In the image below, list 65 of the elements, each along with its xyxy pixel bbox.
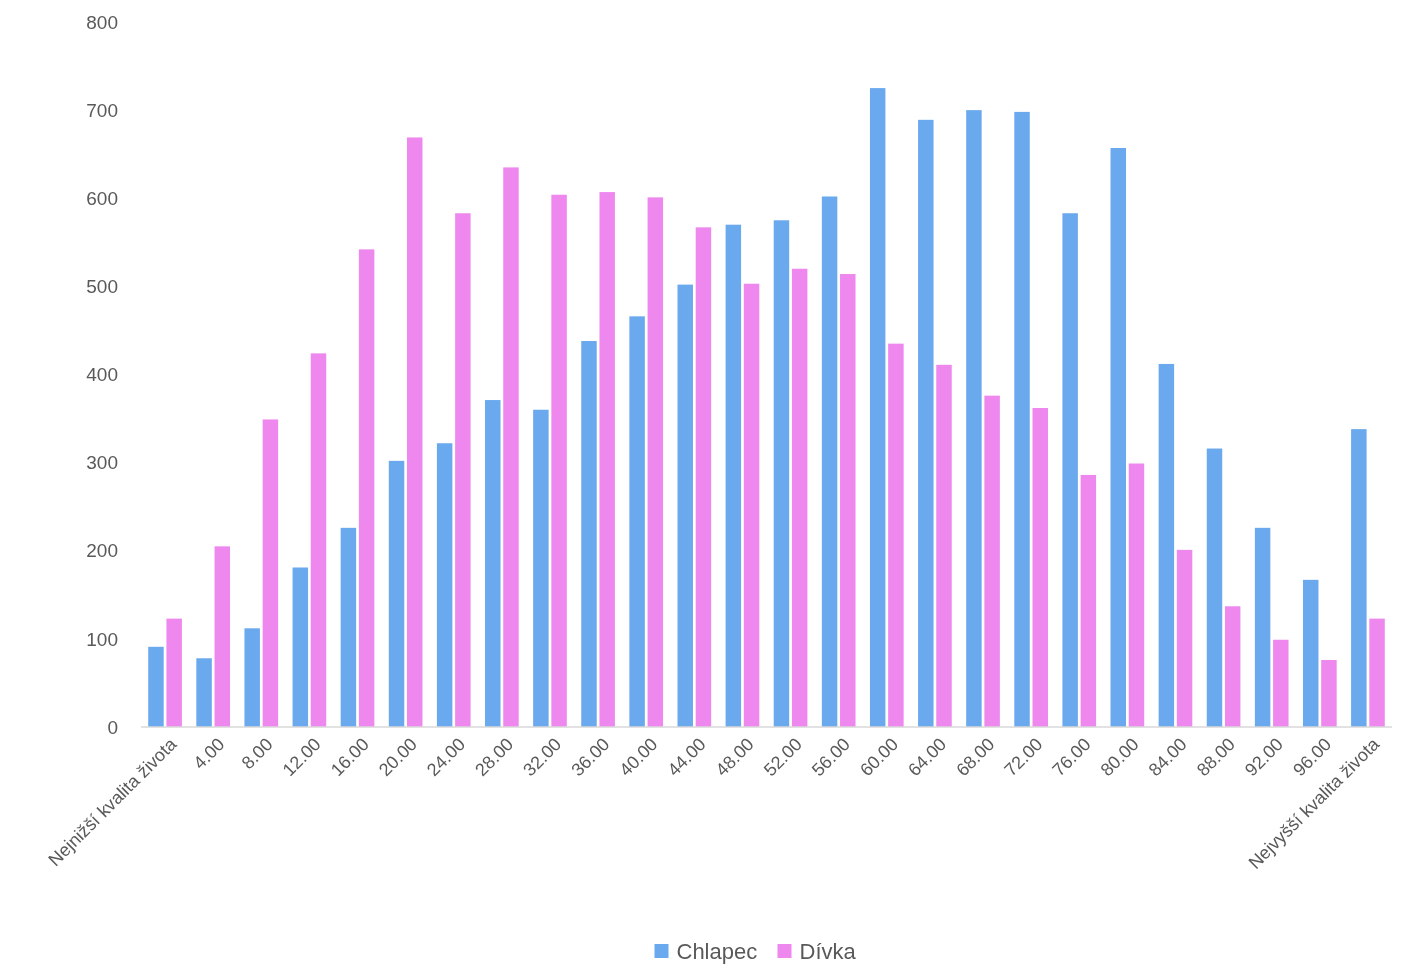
bar (436, 443, 453, 727)
bar (581, 341, 597, 727)
bar (1158, 363, 1175, 727)
bar (791, 268, 808, 727)
bar (869, 88, 886, 727)
bar (1032, 407, 1048, 727)
bar (1176, 549, 1193, 727)
bar (918, 119, 934, 727)
bar (1254, 527, 1271, 727)
bar (743, 283, 760, 727)
bar (1369, 618, 1385, 727)
bar (1080, 474, 1097, 727)
bar (821, 196, 838, 727)
bar (840, 274, 856, 727)
bar (262, 419, 279, 727)
bar (966, 110, 982, 727)
y-tick-label: 0 (107, 716, 118, 738)
bar (533, 409, 549, 727)
y-tick-label: 400 (86, 364, 118, 386)
bar (1110, 148, 1126, 727)
x-tick-label: 8.00 (237, 734, 277, 774)
bar (166, 618, 182, 727)
y-tick-label: 100 (86, 628, 118, 650)
y-tick-label: 200 (86, 540, 118, 562)
bar (1014, 111, 1030, 727)
bar (677, 284, 693, 727)
bar (148, 646, 164, 727)
y-tick-label: 800 (86, 11, 118, 33)
bar (310, 353, 327, 727)
bar (725, 224, 742, 727)
bar (485, 400, 501, 727)
bar (936, 364, 952, 727)
bar (599, 192, 615, 727)
bar (1128, 463, 1145, 727)
bar (503, 167, 519, 727)
bar (455, 213, 471, 727)
y-tick-label: 500 (86, 276, 118, 298)
y-tick-label: 300 (86, 452, 118, 474)
bar (358, 249, 375, 727)
bar (1273, 639, 1289, 727)
y-tick-label: 700 (86, 99, 118, 121)
bar (1351, 429, 1367, 727)
bar (1302, 579, 1319, 727)
bar (1321, 660, 1337, 727)
bar (551, 194, 567, 727)
bar (647, 197, 664, 727)
bar (695, 227, 712, 727)
bar (984, 395, 1000, 727)
y-tick-label: 600 (86, 187, 118, 209)
bar (340, 527, 357, 727)
legend-label: Chlapec (676, 938, 758, 964)
bar (773, 220, 790, 727)
bar (629, 316, 645, 727)
bar (888, 343, 904, 727)
legend-label: Dívka (799, 938, 857, 964)
bar (244, 628, 260, 727)
bar (214, 546, 231, 727)
bar (1206, 448, 1223, 727)
bar (407, 137, 423, 727)
bar (1224, 606, 1241, 727)
bar (292, 567, 309, 727)
bar (388, 460, 405, 727)
bar (1062, 213, 1078, 727)
bar (196, 658, 212, 727)
x-tick-label: 4.00 (189, 734, 229, 774)
